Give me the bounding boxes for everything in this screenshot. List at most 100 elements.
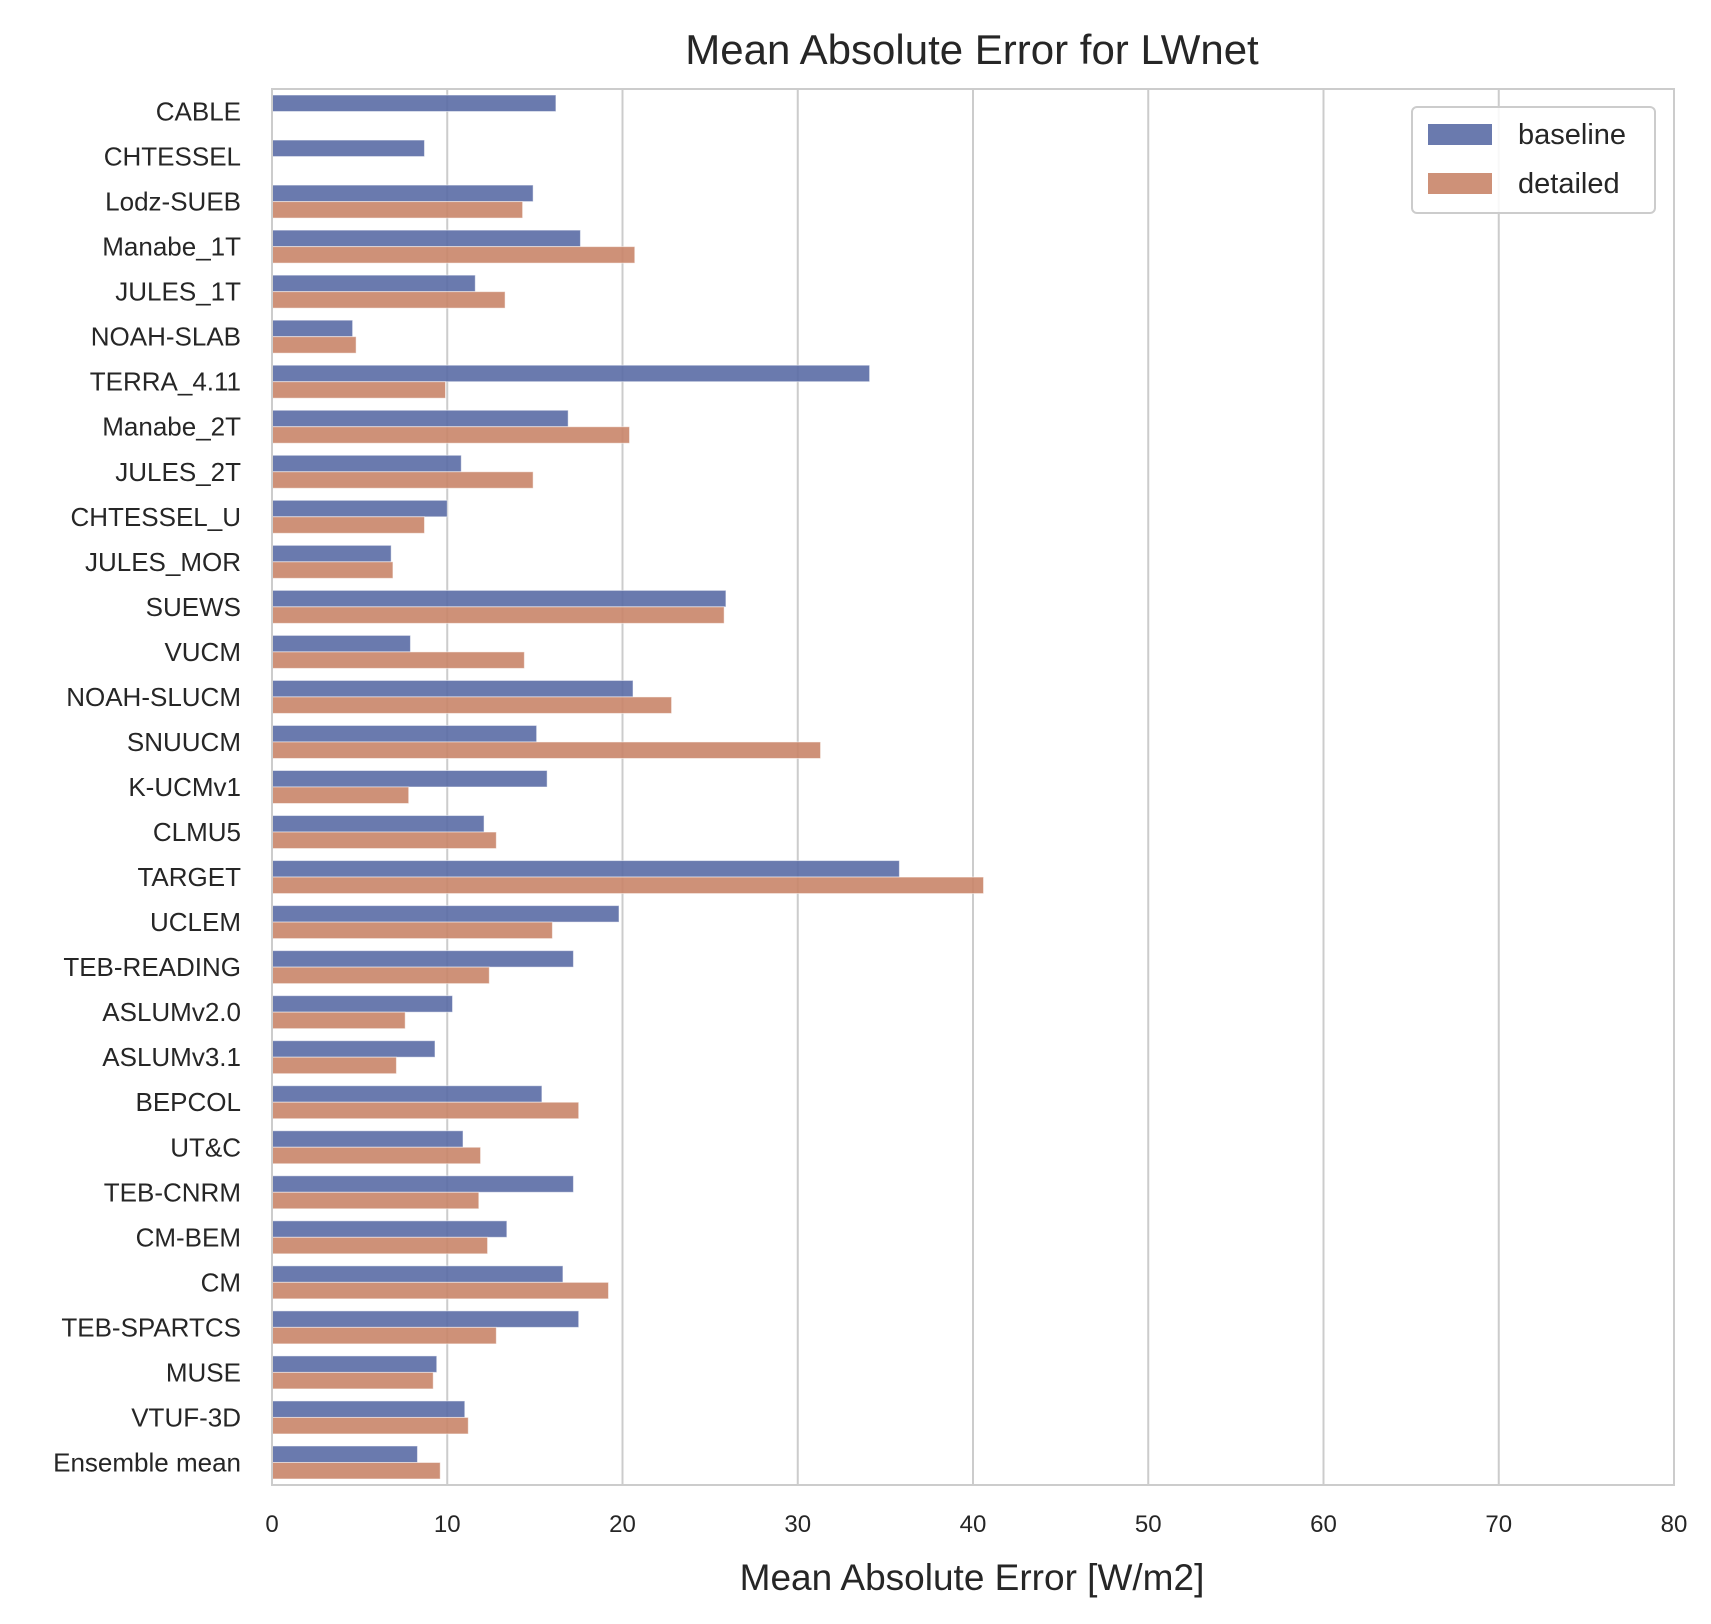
category-label: Manabe_1T (102, 232, 241, 262)
category-label: JULES_2T (115, 457, 241, 487)
bar-detailed (271, 696, 673, 714)
bar-baseline (271, 1220, 508, 1238)
category-label: VUCM (164, 637, 241, 667)
bar-baseline (271, 1265, 564, 1283)
x-tick-label: 50 (1135, 1511, 1162, 1538)
bar-baseline (271, 274, 476, 293)
bar-baseline (271, 1400, 466, 1418)
bar-baseline (271, 139, 425, 158)
bar-baseline (271, 995, 454, 1013)
x-tick-label: 30 (784, 1511, 811, 1538)
bar-baseline (271, 184, 534, 203)
legend-label-baseline: baseline (1518, 119, 1626, 151)
bar-detailed (271, 651, 525, 669)
bar-detailed (271, 1371, 434, 1390)
bar-detailed (271, 831, 497, 850)
bar-baseline (271, 1445, 418, 1463)
bar-detailed (271, 741, 822, 759)
bar-detailed (271, 1236, 489, 1255)
bar-detailed (271, 1191, 480, 1210)
bar-detailed (271, 426, 631, 444)
bar-detailed (271, 246, 636, 264)
bar-baseline (271, 815, 485, 833)
category-label: TEB-READING (63, 952, 241, 982)
category-label: CM (201, 1267, 241, 1297)
bar-baseline (271, 499, 448, 518)
category-label: UT&C (170, 1132, 241, 1162)
bar-baseline (271, 724, 538, 743)
bar-detailed (271, 921, 553, 940)
bar-baseline (271, 905, 620, 923)
bar-detailed (271, 1416, 469, 1435)
plot-frame (271, 88, 1675, 1486)
category-label: Lodz-SUEB (105, 187, 241, 217)
category-label: ASLUMv3.1 (102, 1042, 241, 1072)
bar-baseline (271, 589, 727, 608)
bar-baseline (271, 544, 392, 563)
x-tick-label: 0 (265, 1511, 278, 1538)
legend-swatch-baseline (1428, 124, 1492, 145)
bar-baseline (271, 1040, 436, 1058)
x-tick-label: 40 (960, 1511, 987, 1538)
category-labels: CABLE CHTESSEL Lodz-SUEB Manabe_1T JULES_1T N… (53, 97, 241, 1478)
bar-baseline (271, 1175, 574, 1193)
bar-baseline (271, 634, 411, 653)
chart-title: Mean Absolute Error for LWnet (685, 26, 1259, 73)
category-label: CLMU5 (153, 817, 241, 847)
category-label: VTUF-3D (131, 1402, 241, 1432)
bar-detailed (271, 516, 425, 534)
category-label: ASLUMv2.0 (102, 997, 241, 1027)
category-label: CM-BEM (136, 1222, 241, 1252)
bar-baseline (271, 1310, 580, 1328)
x-tick-labels: 0 10 20 30 40 50 60 70 80 (265, 1511, 1687, 1538)
bar-baseline (271, 409, 569, 428)
bar-baseline (271, 770, 548, 788)
bar-detailed (271, 876, 985, 895)
legend: baseline detailed (1411, 106, 1656, 214)
x-axis-label: Mean Absolute Error [W/m2] (740, 1557, 1205, 1598)
bar-detailed (271, 1326, 497, 1345)
x-tick-label: 20 (609, 1511, 636, 1538)
category-label: CHTESSEL (104, 142, 241, 172)
category-label: Ensemble mean (53, 1447, 241, 1477)
legend-swatch-detailed (1428, 173, 1492, 194)
bar-baseline (271, 454, 462, 473)
bar-baseline (271, 1085, 543, 1103)
category-label: MUSE (166, 1357, 241, 1387)
category-label: CHTESSEL_U (71, 502, 242, 532)
bars (271, 94, 985, 1480)
bar-baseline (271, 860, 900, 878)
bar-detailed (271, 1056, 397, 1075)
category-label: TERRA_4.11 (90, 367, 241, 397)
category-label: JULES_1T (115, 277, 241, 307)
bar-detailed (271, 1461, 441, 1480)
bar-detailed (271, 1101, 580, 1120)
bar-detailed (271, 1281, 609, 1300)
bar-baseline (271, 364, 871, 383)
category-label: Manabe_2T (102, 412, 241, 442)
category-label: JULES_MOR (85, 547, 241, 577)
category-label: SUEWS (146, 592, 241, 622)
bar-baseline (271, 229, 581, 248)
bar-detailed (271, 786, 410, 804)
bar-detailed (271, 201, 524, 219)
x-tick-label: 10 (434, 1511, 461, 1538)
bar-detailed (271, 561, 394, 579)
bar-detailed (271, 291, 506, 309)
category-label: TARGET (137, 862, 241, 892)
category-label: TEB-SPARTCS (61, 1312, 241, 1342)
bar-detailed (271, 1011, 406, 1030)
bar-baseline (271, 950, 574, 968)
legend-label-detailed: detailed (1518, 168, 1620, 200)
x-tick-label: 60 (1310, 1511, 1337, 1538)
category-label: BEPCOL (136, 1087, 242, 1117)
bar-baseline (271, 1355, 438, 1373)
category-label: UCLEM (150, 907, 241, 937)
bar-baseline (271, 1130, 464, 1148)
bar-detailed (271, 381, 446, 399)
category-label: NOAH-SLUCM (66, 682, 241, 712)
category-label: CABLE (156, 97, 241, 127)
x-tick-label: 70 (1485, 1511, 1512, 1538)
